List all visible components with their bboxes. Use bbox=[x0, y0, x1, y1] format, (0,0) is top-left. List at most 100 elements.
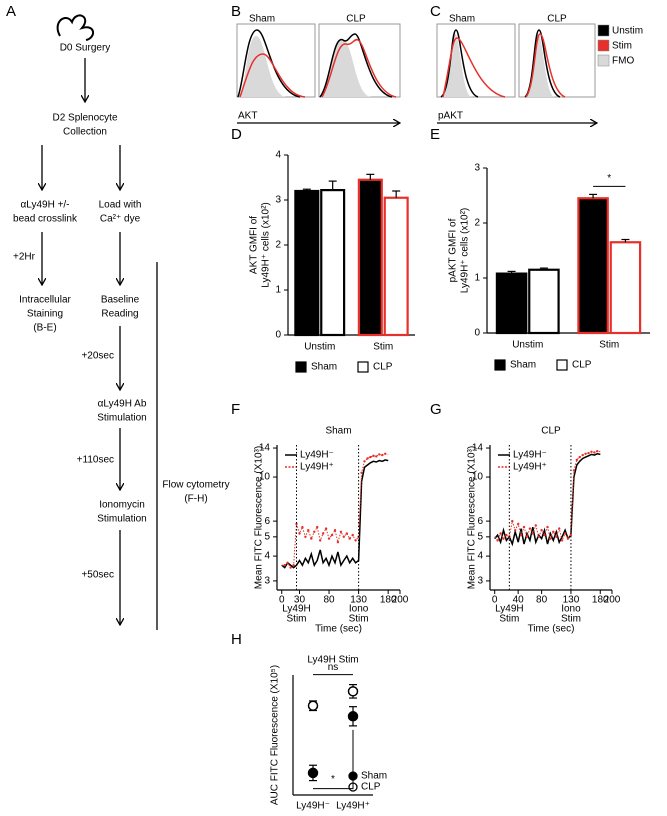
y-tick-label: 10 bbox=[259, 472, 271, 483]
x-axis-label: Time (sec) bbox=[315, 624, 362, 635]
node-text: bead crosslink bbox=[13, 214, 78, 225]
y-axis-label: AUC FITC Fluorescence (X10⁵) bbox=[270, 665, 281, 805]
panel-label: D bbox=[231, 126, 242, 143]
histogram-curve bbox=[237, 29, 301, 98]
node-text: Ionomycin bbox=[99, 500, 145, 511]
workflow-diagram: D0 Surgery D2 Splenocyte Collection αLy4… bbox=[13, 14, 230, 630]
panel-label: F bbox=[231, 401, 240, 418]
panel-label: B bbox=[231, 3, 241, 20]
legend-label: CLP bbox=[361, 782, 381, 793]
stimulus-label: Iono bbox=[561, 604, 581, 615]
legend-label: CLP bbox=[373, 362, 393, 373]
x-tick-label: 180 bbox=[380, 595, 397, 606]
y-axis-label: AKT GMFI of bbox=[249, 216, 260, 274]
y-tick-label: 3 bbox=[474, 163, 480, 174]
x-tick-label: 130 bbox=[350, 595, 367, 606]
stimulus-label: Iono bbox=[349, 604, 369, 615]
legend-label: Unstim bbox=[612, 26, 643, 37]
histogram-curve bbox=[440, 29, 479, 98]
y-tick-label: 1 bbox=[474, 273, 480, 284]
group-label: CLP bbox=[346, 14, 366, 25]
y-tick-label: 4 bbox=[477, 551, 483, 562]
histogram-curve bbox=[525, 33, 566, 98]
x-tick-label: Unstim bbox=[512, 340, 543, 351]
y-tick-label: 4 bbox=[275, 150, 281, 161]
mouse-icon bbox=[56, 14, 94, 41]
x-tick-label: Ly49H⁻ bbox=[296, 801, 330, 812]
y-tick-label: 1 bbox=[275, 285, 281, 296]
y-axis-label: pAKT GMFI of bbox=[448, 218, 459, 282]
bar bbox=[495, 272, 528, 335]
histograms-c: Sham CLP pAKT Unstim Stim FMO bbox=[436, 14, 643, 123]
legend-swatch bbox=[597, 54, 610, 67]
legend-label: CLP bbox=[572, 360, 592, 371]
x-tick-label: Stim bbox=[599, 340, 619, 351]
legend-swatch bbox=[597, 39, 610, 52]
node-text: (F-H) bbox=[184, 494, 207, 505]
edge-label: +110sec bbox=[77, 455, 114, 466]
legend-label: Ly49H⁺ bbox=[300, 462, 334, 473]
legend-swatch bbox=[494, 359, 506, 371]
y-tick-label: 2 bbox=[474, 218, 480, 229]
node-text: Stimulation bbox=[97, 514, 146, 525]
bar bbox=[609, 241, 642, 335]
legend-swatch bbox=[556, 359, 568, 371]
node-text: D0 Surgery bbox=[60, 43, 111, 54]
y-tick-label: 0 bbox=[474, 328, 480, 339]
significance-label: * bbox=[607, 173, 611, 184]
significance-label: * bbox=[331, 774, 335, 785]
point bbox=[347, 711, 359, 722]
x-tick-label: 80 bbox=[536, 595, 548, 606]
histogram-curve bbox=[237, 36, 287, 97]
series-line bbox=[281, 459, 389, 569]
legend-label: Sham bbox=[361, 771, 387, 782]
node-text: Flow cytometry bbox=[162, 480, 229, 491]
legend-label: Stim bbox=[612, 41, 632, 52]
y-axis-label: Ly49H⁺ cells (x10²) bbox=[261, 202, 272, 288]
node-text: Stimulation bbox=[97, 413, 146, 424]
x-tick-label: 40 bbox=[513, 595, 525, 606]
bar bbox=[357, 178, 383, 337]
chart-title: Ly49H Stim bbox=[307, 655, 358, 666]
y-tick-label: 2 bbox=[275, 240, 281, 251]
x-tick-label: 0 bbox=[492, 595, 498, 606]
panel-label: H bbox=[231, 631, 242, 648]
point bbox=[347, 686, 359, 697]
group-label: Sham bbox=[249, 14, 275, 25]
x-tick-label: 80 bbox=[323, 595, 335, 606]
y-tick-label: 3 bbox=[477, 576, 483, 587]
y-tick-label: 5 bbox=[477, 531, 483, 542]
legend-swatch bbox=[357, 361, 369, 373]
x-tick-label: 0 bbox=[279, 595, 285, 606]
histogram-curve bbox=[239, 53, 306, 98]
panel-labels: A B C D E F G H bbox=[6, 3, 442, 648]
histogram-curve bbox=[442, 37, 506, 98]
y-tick-label: 6 bbox=[477, 516, 483, 527]
chart-title: Sham bbox=[325, 426, 351, 437]
significance-label: ns bbox=[328, 662, 339, 673]
series-line bbox=[494, 449, 601, 542]
y-tick-label: 3 bbox=[264, 576, 270, 587]
node-text: Collection bbox=[63, 127, 107, 138]
bar bbox=[383, 196, 409, 337]
x-tick-label: Stim bbox=[373, 342, 393, 353]
node-text: Reading bbox=[101, 309, 138, 320]
node-text: Intracellular bbox=[19, 295, 71, 306]
x-tick-label: 130 bbox=[563, 595, 580, 606]
y-axis-label: Mean FITC Fluorescence (X10³) bbox=[467, 446, 478, 589]
node-text: αLy49H +/- bbox=[20, 200, 69, 211]
histogram-curve bbox=[319, 40, 372, 97]
legend-label: Ly49H⁺ bbox=[513, 462, 547, 473]
histogram-curve bbox=[321, 38, 397, 98]
edge-label: +2Hr bbox=[13, 252, 36, 263]
histogram-frame bbox=[518, 23, 596, 98]
panel-label: C bbox=[430, 3, 441, 20]
histogram-curve bbox=[319, 33, 393, 98]
stimulus-label: Stim bbox=[349, 614, 369, 625]
group-label: CLP bbox=[547, 14, 567, 25]
point bbox=[307, 767, 319, 779]
panel-label: A bbox=[6, 3, 16, 20]
bar bbox=[577, 197, 609, 335]
